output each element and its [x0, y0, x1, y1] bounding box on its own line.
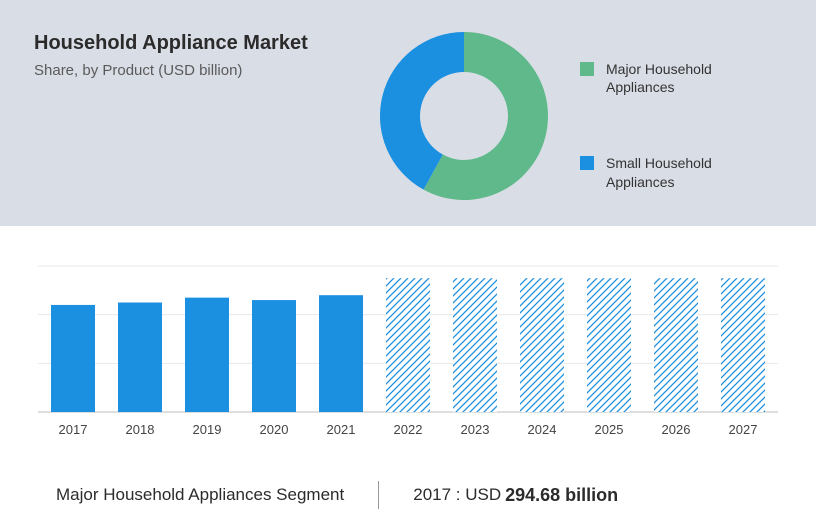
stat-value: 294.68 billion	[505, 485, 618, 506]
bar	[453, 278, 497, 412]
bar	[319, 295, 363, 412]
stat-prefix: 2017 : USD	[413, 485, 501, 505]
bar-year-label: 2026	[662, 422, 691, 437]
bar-year-label: 2022	[394, 422, 423, 437]
bar-year-label: 2017	[59, 422, 88, 437]
bar	[587, 278, 631, 412]
bar	[386, 278, 430, 412]
divider	[378, 481, 379, 509]
page-title: Household Appliance Market	[34, 32, 308, 55]
bar	[118, 303, 162, 413]
footer-row: Major Household Appliances Segment 2017 …	[0, 475, 816, 515]
bar	[252, 300, 296, 412]
segment-label: Major Household Appliances Segment	[56, 485, 344, 505]
bar	[654, 278, 698, 412]
bar-year-label: 2023	[461, 422, 490, 437]
bar	[185, 298, 229, 412]
bar-year-label: 2021	[327, 422, 356, 437]
bar	[51, 305, 95, 412]
bar-chart: 2017 2018 2019 2020 2021 2022 2023 2024 2025 2026…	[28, 252, 788, 442]
bar-year-label: 2027	[729, 422, 758, 437]
legend-item: Small Household Appliances	[580, 154, 746, 190]
legend-swatch-icon	[580, 156, 594, 170]
legend-swatch-icon	[580, 62, 594, 76]
legend-item: Major Household Appliances	[580, 60, 746, 96]
donut-chart	[376, 28, 552, 204]
bar-year-label: 2025	[595, 422, 624, 437]
bar	[520, 278, 564, 412]
bar-year-label: 2024	[528, 422, 557, 437]
bar	[721, 278, 765, 412]
bar-year-label: 2019	[193, 422, 222, 437]
legend: Major Household Appliances Small Househo…	[580, 60, 746, 249]
bar-year-label: 2018	[126, 422, 155, 437]
legend-label: Small Household Appliances	[606, 154, 746, 190]
top-panel: Household Appliance Market Share, by Pro…	[0, 0, 816, 226]
bar-year-label: 2020	[260, 422, 289, 437]
page-subtitle: Share, by Product (USD billion)	[34, 62, 242, 79]
legend-label: Major Household Appliances	[606, 60, 746, 96]
